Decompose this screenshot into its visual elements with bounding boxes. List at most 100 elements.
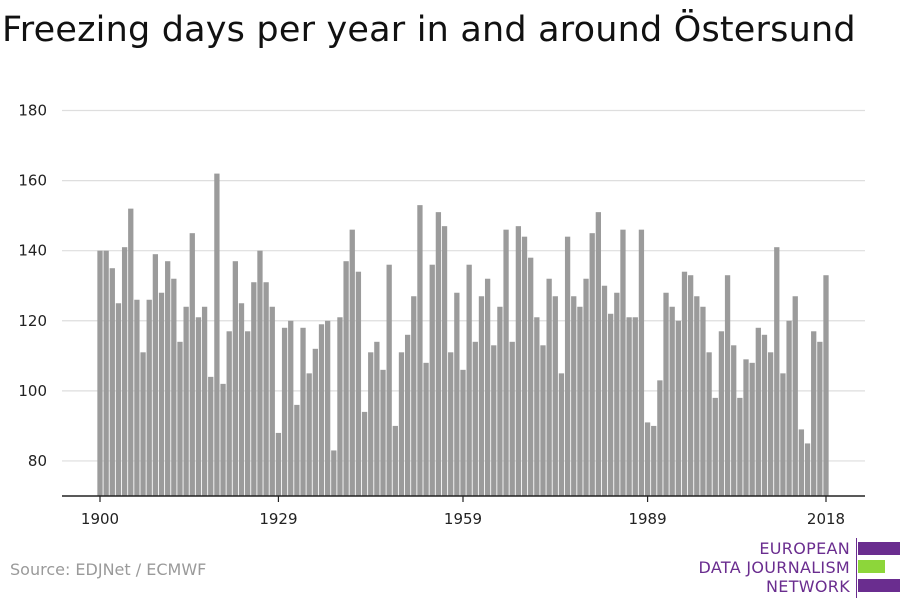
- y-tick-label: 100: [18, 382, 47, 400]
- bar: [411, 296, 417, 496]
- bar: [275, 432, 282, 496]
- bars: [97, 173, 829, 497]
- bar: [398, 352, 405, 496]
- bar: [712, 397, 718, 496]
- bar: [577, 306, 583, 496]
- bar: [251, 282, 257, 496]
- bar: [601, 285, 608, 496]
- bar: [140, 352, 146, 496]
- bar: [257, 250, 263, 496]
- bar: [294, 404, 300, 496]
- logo-bar-purple: [858, 542, 900, 555]
- x-tick-label: 1900: [81, 510, 119, 528]
- bar: [743, 359, 749, 496]
- bar: [657, 380, 663, 496]
- logo-bar-green: [858, 560, 885, 573]
- bar: [263, 282, 269, 496]
- bar: [158, 292, 165, 496]
- bar: [343, 261, 349, 496]
- bar: [103, 250, 109, 496]
- bar-chart: 80 100 120 140 160 180 1900 1929 1959 1989 2018: [18, 102, 865, 528]
- bar: [189, 233, 195, 496]
- y-tick-label: 160: [18, 172, 47, 190]
- bar: [324, 320, 331, 496]
- bar: [687, 275, 694, 496]
- bar: [220, 383, 226, 496]
- bar: [392, 425, 398, 496]
- x-tick-label: 1959: [444, 510, 482, 528]
- bar: [718, 331, 725, 496]
- bar: [755, 327, 761, 496]
- bar: [337, 317, 343, 496]
- bar: [208, 376, 214, 496]
- bar: [731, 345, 737, 496]
- bar: [509, 341, 515, 496]
- bar: [128, 208, 134, 497]
- x-tick-label: 2018: [807, 510, 845, 528]
- logo-text-line: EUROPEAN: [759, 539, 850, 558]
- y-tick-label: 140: [18, 242, 47, 260]
- bar: [663, 292, 669, 496]
- y-axis-ticks: 80 100 120 140 160 180: [18, 102, 47, 470]
- bar: [632, 317, 638, 496]
- logo-text-line: NETWORK: [766, 577, 850, 596]
- bar: [798, 429, 805, 496]
- bar: [700, 306, 706, 496]
- bar: [460, 369, 466, 496]
- bar: [823, 275, 829, 496]
- bar: [306, 373, 312, 496]
- bar: [466, 264, 472, 496]
- edjnet-logo[interactable]: EUROPEAN DATA JOURNALISM NETWORK: [699, 538, 900, 598]
- bar: [534, 317, 540, 496]
- bar: [214, 173, 220, 496]
- bar: [767, 352, 774, 496]
- bar: [441, 226, 448, 496]
- bar: [331, 450, 337, 496]
- bar: [146, 299, 152, 496]
- bar: [361, 411, 368, 496]
- bar: [780, 373, 786, 496]
- bar: [761, 334, 768, 496]
- bar: [374, 341, 380, 496]
- bar: [675, 320, 681, 496]
- bar: [804, 443, 811, 496]
- bar: [386, 264, 392, 496]
- bar: [109, 268, 115, 496]
- bar: [540, 345, 546, 496]
- bar: [115, 303, 122, 496]
- bar: [571, 296, 577, 496]
- bar: [614, 292, 620, 496]
- bar: [521, 236, 528, 497]
- bar: [552, 296, 558, 496]
- chart-title: Freezing days per year in and around Öst…: [2, 10, 856, 50]
- y-tick-label: 180: [18, 102, 47, 120]
- bar: [638, 229, 645, 497]
- bar: [134, 299, 140, 496]
- bar: [608, 313, 614, 496]
- bar: [503, 229, 509, 497]
- bar: [651, 425, 657, 496]
- x-tick-label: 1929: [259, 510, 297, 528]
- logo-bar-purple: [858, 579, 900, 592]
- bar: [811, 331, 817, 496]
- bar: [201, 306, 208, 496]
- bar: [195, 317, 202, 496]
- bar: [97, 250, 103, 496]
- x-axis: 1900 1929 1959 1989 2018: [62, 495, 865, 528]
- bar: [472, 341, 478, 496]
- bar: [435, 212, 442, 496]
- bar: [564, 236, 571, 497]
- bar: [183, 306, 189, 496]
- bar: [404, 334, 411, 496]
- bar: [589, 233, 595, 496]
- bar: [817, 341, 823, 496]
- bar: [288, 320, 294, 496]
- bar: [528, 257, 534, 496]
- bar: [644, 422, 651, 496]
- bar: [380, 369, 386, 496]
- bar: [423, 362, 429, 496]
- bar: [620, 229, 626, 497]
- bar: [171, 278, 177, 496]
- bar: [546, 278, 552, 496]
- bar: [448, 352, 454, 496]
